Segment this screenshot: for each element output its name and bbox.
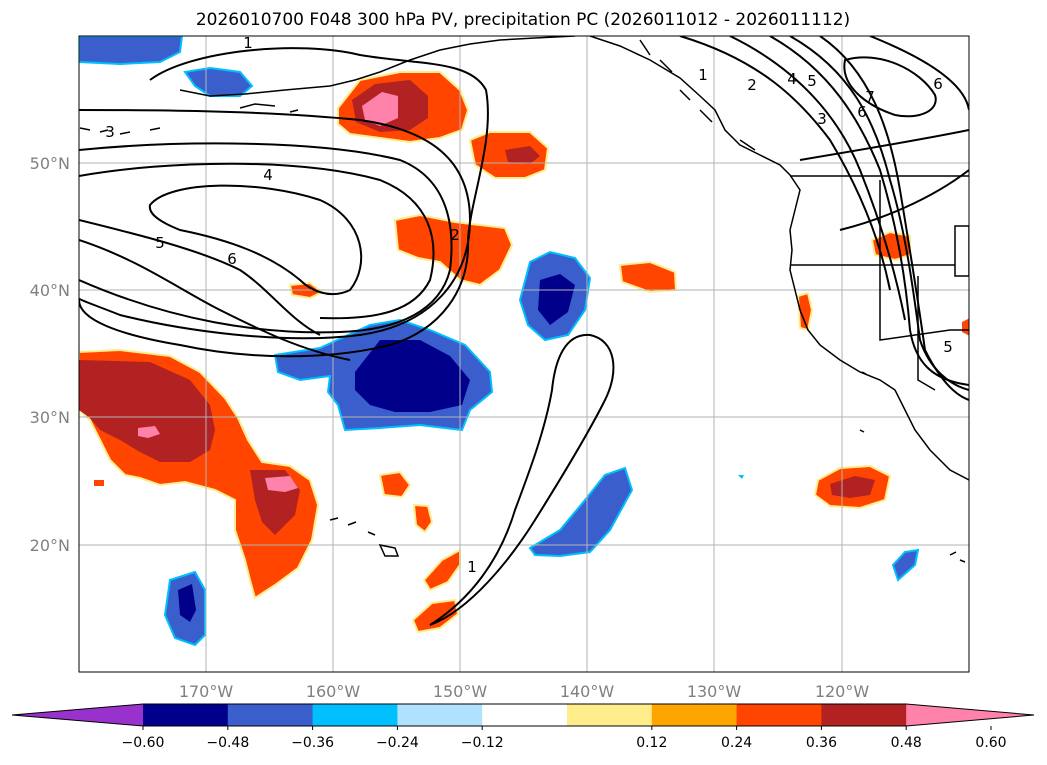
lon-tick-label: 140°W (560, 682, 615, 701)
pv-contour-label: 1 (467, 558, 477, 576)
colorbar-tick-label: 0.60 (975, 735, 1006, 751)
graticule (79, 36, 969, 672)
pv-contour-label: 5 (807, 72, 817, 90)
lon-tick-label: 150°W (433, 682, 488, 701)
pv-contour-label: 3 (817, 110, 827, 128)
colorbar-segment (482, 704, 568, 726)
colorbar-segment (736, 704, 822, 726)
colorbar-segment (651, 704, 738, 726)
pv-contour-label: 7 (865, 88, 875, 106)
colorbar: −0.60 −0.48 −0.36 −0.24 −0.12 0.12 0.24 0.36 0.4… (11, 703, 1035, 751)
pv-contour-label: 1 (698, 66, 708, 84)
lon-tick-labels: 170°W 160°W 150°W 140°W 130°W 120°W (179, 682, 870, 701)
pv-contour-label: 1 (243, 34, 253, 52)
lon-tick-label: 170°W (179, 682, 234, 701)
colorbar-tick-label: −0.36 (291, 735, 334, 751)
colorbar-tick-label: 0.24 (721, 735, 752, 751)
colorbar-tick-label: 0.48 (891, 735, 922, 751)
colorbar-extend-min (12, 704, 143, 726)
pv-contour-label: 5 (943, 338, 953, 356)
lat-tick-label: 50°N (30, 154, 70, 173)
precip-negative-anomalies (79, 36, 920, 647)
pv-contour-label: 2 (450, 226, 460, 244)
pv-contour-labels: 1 2 3 4 5 6 7 1 2 3 4 5 6 6 5 1 (105, 34, 953, 576)
precip-positive-anomalies (79, 71, 969, 634)
lat-tick-label: 30°N (30, 408, 70, 427)
lat-tick-label: 20°N (30, 536, 70, 555)
lat-tick-labels: 50°N 40°N 30°N 20°N (30, 154, 70, 555)
colorbar-segment (567, 704, 653, 726)
lon-tick-label: 130°W (687, 682, 742, 701)
map-panel: 1 2 3 4 5 6 7 1 2 3 4 5 6 6 5 1 (79, 34, 969, 672)
colorbar-tick-label: −0.60 (122, 735, 165, 751)
colorbar-segment (397, 704, 483, 726)
pv-contours (79, 36, 969, 626)
pv-contour-label: 6 (933, 75, 943, 93)
lat-tick-label: 40°N (30, 281, 70, 300)
lon-tick-label: 120°W (815, 682, 870, 701)
colorbar-tick-label: 0.12 (636, 735, 667, 751)
colorbar-tick-label: −0.24 (376, 735, 419, 751)
coastlines (79, 36, 969, 563)
pv-contour-label: 6 (857, 103, 867, 121)
colorbar-tick-label: 0.36 (806, 735, 837, 751)
colorbar-segment (143, 704, 229, 726)
map-frame (78, 35, 970, 673)
colorbar-tick-label: −0.12 (461, 735, 504, 751)
pv-contour-label: 3 (105, 123, 115, 141)
pv-contour-label: 5 (155, 234, 165, 252)
pv-contour-label: 4 (787, 70, 797, 88)
lon-tick-label: 160°W (306, 682, 361, 701)
colorbar-tick-label: −0.48 (206, 735, 249, 751)
colorbar-segment (227, 704, 314, 726)
pv-contour-label: 2 (747, 76, 757, 94)
colorbar-segment (821, 704, 907, 726)
figure-title: 2026010700 F048 300 hPa PV, precipitatio… (196, 10, 850, 30)
colorbar-extend-max (906, 704, 1034, 726)
pv-contour-label: 4 (263, 166, 273, 184)
colorbar-segment (312, 704, 398, 726)
pv-contour-label: 6 (227, 250, 237, 268)
